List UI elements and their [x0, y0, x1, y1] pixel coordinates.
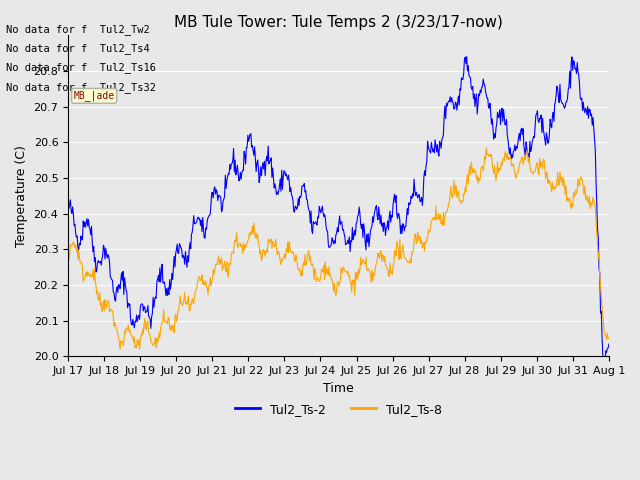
Tul2_Ts-8: [186, 307, 193, 313]
Y-axis label: Temperature (C): Temperature (C): [15, 145, 28, 247]
Tul2_Ts-8: [131, 334, 138, 340]
Tul2_Ts-2: [130, 321, 138, 326]
Text: No data for f  Tul2_Ts16: No data for f Tul2_Ts16: [6, 62, 156, 73]
Legend: Tul2_Ts-2, Tul2_Ts-8: Tul2_Ts-2, Tul2_Ts-8: [230, 398, 447, 420]
X-axis label: Time: Time: [323, 382, 354, 395]
Tul2_Ts-2: [64, 203, 72, 209]
Tul2_Ts-8: [420, 248, 428, 254]
Tul2_Ts-8: [64, 250, 72, 255]
Tul2_Ts-8: [605, 335, 612, 341]
Tul2_Ts-2: [213, 189, 221, 195]
Text: No data for f  Tul2_Tw2: No data for f Tul2_Tw2: [6, 24, 150, 35]
Text: No data for f  Tul2_Ts32: No data for f Tul2_Ts32: [6, 82, 156, 93]
Line: Tul2_Ts-8: Tul2_Ts-8: [68, 148, 609, 349]
Tul2_Ts-2: [404, 212, 412, 217]
Text: MB_|ade: MB_|ade: [74, 90, 115, 101]
Text: No data for f  Tul2_Ts4: No data for f Tul2_Ts4: [6, 43, 150, 54]
Tul2_Ts-8: [214, 258, 221, 264]
Tul2_Ts-8: [483, 145, 490, 151]
Tul2_Ts-2: [605, 341, 612, 347]
Tul2_Ts-8: [74, 256, 82, 262]
Tul2_Ts-8: [405, 259, 413, 265]
Tul2_Ts-2: [74, 247, 82, 252]
Tul2_Ts-2: [184, 259, 192, 264]
Tul2_Ts-2: [420, 175, 428, 180]
Tul2_Ts-8: [116, 347, 124, 352]
Tul2_Ts-2: [463, 54, 470, 60]
Tul2_Ts-2: [600, 367, 607, 372]
Line: Tul2_Ts-2: Tul2_Ts-2: [68, 57, 609, 370]
Title: MB Tule Tower: Tule Temps 2 (3/23/17-now): MB Tule Tower: Tule Temps 2 (3/23/17-now…: [174, 15, 503, 30]
